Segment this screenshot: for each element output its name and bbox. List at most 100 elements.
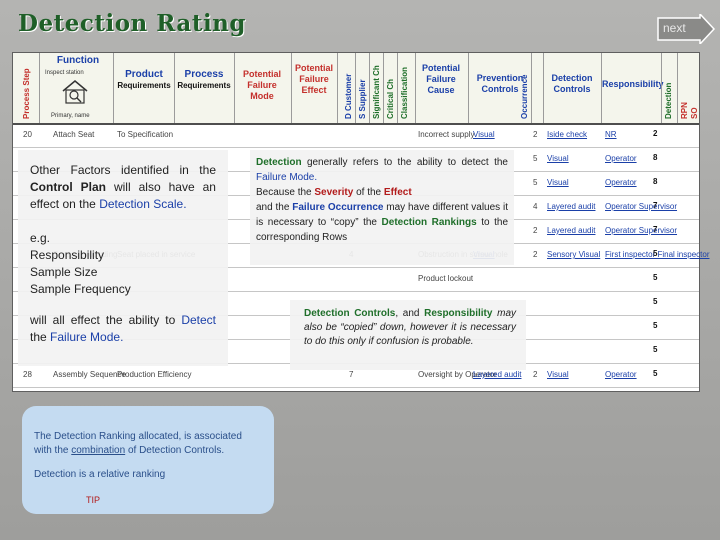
detection-text-6: to the corresponding Rows bbox=[256, 217, 509, 243]
cell-detection: 5 bbox=[653, 321, 658, 330]
next-label: next bbox=[663, 21, 686, 35]
list-item: Sample Frequency bbox=[30, 282, 131, 296]
header-so: SO bbox=[690, 107, 699, 119]
magnifier-house-icon bbox=[62, 80, 88, 104]
cell-resp: Operator bbox=[605, 154, 637, 163]
cell-resp: Operator Supervisor bbox=[605, 226, 678, 235]
header-product-sub: Requirements bbox=[117, 81, 171, 90]
cell-occ: 5 bbox=[533, 178, 538, 187]
cell-process: To Specification bbox=[117, 130, 174, 139]
cell-effect: 7 bbox=[349, 370, 354, 379]
cell-detection: 5 bbox=[653, 273, 658, 282]
header-process-label: Process bbox=[184, 69, 224, 80]
header-prevention-controls: Prevention Controls bbox=[476, 73, 524, 94]
header-detection-controls: Detection Controls bbox=[551, 73, 593, 94]
cell-prev: Visual bbox=[473, 130, 495, 139]
cell-detection: 5 bbox=[653, 249, 658, 258]
cell-resp: First inspector Final inspector bbox=[605, 250, 710, 259]
header-responsibility: Responsibility bbox=[602, 79, 664, 89]
failure-mode-text: Failure Mode. bbox=[50, 330, 124, 344]
failure-occurrence-word: Failure Occurrence bbox=[292, 202, 384, 213]
controls-text: may also be “copied” down, however it is… bbox=[304, 308, 517, 347]
header-detection: Detection bbox=[664, 82, 673, 119]
cell-detection: 5 bbox=[653, 297, 658, 306]
header-process-sub: Requirements bbox=[177, 81, 231, 90]
factors-text-c: will also have an effect on the bbox=[30, 180, 216, 211]
cell-resp: NR bbox=[605, 130, 617, 139]
detection-rankings-word: Detection Rankings bbox=[381, 217, 477, 228]
factors-text-a: Other Factors identified in the bbox=[30, 163, 216, 177]
center-info-panel: Detection generally refers to the abilit… bbox=[250, 150, 514, 265]
header-significant: Significant Ch bbox=[372, 65, 381, 119]
cell-detection: 5 bbox=[653, 369, 658, 378]
cell-step: 28 bbox=[23, 370, 32, 379]
fmea-header: Process Step Function Inspect station Pr… bbox=[13, 53, 699, 125]
examples-list: e.g. Responsibility Sample Size Sample F… bbox=[30, 230, 131, 298]
cell-det-ctrl: Visual bbox=[547, 154, 569, 163]
detect-text: Detect bbox=[181, 313, 216, 327]
page-title: Detection Rating bbox=[18, 10, 246, 37]
list-item: Responsibility bbox=[30, 248, 105, 262]
cell-det-ctrl: Layered audit bbox=[547, 202, 596, 211]
cell-det-ctrl: Iside check bbox=[547, 130, 588, 139]
table-row: Product lockout 5 bbox=[13, 269, 699, 292]
next-button[interactable]: next bbox=[656, 14, 716, 44]
cell-occ: 2 bbox=[533, 130, 538, 139]
detection-paragraph: Detection generally refers to the abilit… bbox=[256, 155, 508, 245]
cell-detection: 8 bbox=[653, 153, 658, 162]
cell-occ: 2 bbox=[533, 370, 538, 379]
function-icon-bottom-text: Primary, name bbox=[51, 113, 90, 119]
cell-occ: 5 bbox=[533, 154, 538, 163]
header-failure-effect: Potential Failure Effect bbox=[294, 63, 333, 95]
cell-detection: 7 bbox=[653, 225, 658, 234]
cell-process: Production Efficiency bbox=[117, 370, 192, 379]
cell-step: 20 bbox=[23, 130, 32, 139]
header-product-label: Product bbox=[125, 69, 163, 80]
tip-text-1a: The Detection Ranking allocated, is asso… bbox=[34, 431, 242, 456]
tip-text-1b: of Detection Controls. bbox=[127, 445, 225, 456]
cell-prev: Layered audit bbox=[473, 370, 522, 379]
cell-detection: 7 bbox=[653, 201, 658, 210]
header-customer: D Customer bbox=[344, 73, 353, 119]
cell-occ: 2 bbox=[533, 226, 538, 235]
ability-text-a: will all effect the ability to bbox=[30, 313, 176, 327]
tip-label: TIP bbox=[86, 495, 101, 505]
cell-det-ctrl: Visual bbox=[547, 370, 569, 379]
table-row: 28 Assembly Sequence Production Efficiency… bbox=[13, 365, 699, 388]
cell-detection: 2 bbox=[653, 129, 658, 138]
cell-occ: 4 bbox=[533, 202, 538, 211]
cell-cause: Oversight by Operator bbox=[418, 370, 497, 379]
detection-text-4: and the bbox=[256, 202, 290, 213]
detection-text-5: may have different values it is necessar… bbox=[256, 202, 509, 228]
header-rpn: RPN bbox=[680, 102, 689, 119]
cell-det-ctrl: Visual bbox=[547, 178, 569, 187]
tip-box: The Detection Ranking allocated, is asso… bbox=[22, 406, 274, 514]
detection-controls-word: Detection Controls bbox=[304, 308, 396, 319]
combination-word: combination bbox=[71, 445, 126, 456]
cell-detection: 8 bbox=[653, 177, 658, 186]
list-item: Sample Size bbox=[30, 265, 98, 279]
cell-cause: Product lockout bbox=[418, 274, 474, 283]
header-function: Function bbox=[56, 55, 100, 66]
table-row: 20 Attach Seat To Specification Incorrect s… bbox=[13, 125, 699, 148]
left-info-panel: Other Factors identified in the Control … bbox=[18, 150, 228, 366]
header-failure-cause: Potential Failure Cause bbox=[421, 63, 460, 95]
arrow-right-icon bbox=[657, 14, 716, 44]
severity-word: Severity bbox=[314, 187, 354, 198]
tip-paragraph-1: The Detection Ranking allocated, is asso… bbox=[34, 430, 262, 458]
function-icon-top-text: Inspect station bbox=[45, 70, 84, 76]
detection-scale-text: Detection Scale. bbox=[99, 197, 187, 211]
cell-occ: 2 bbox=[533, 250, 538, 259]
detection-text-3: of the bbox=[356, 187, 382, 198]
cell-resp: Operator bbox=[605, 178, 637, 187]
header-process-step: Process Step bbox=[22, 68, 31, 119]
header-critical: Critical Ch bbox=[386, 78, 395, 119]
header-product: Product Requirements bbox=[115, 69, 173, 91]
and-text: , and bbox=[395, 308, 420, 319]
header-supplier: S Supplier bbox=[358, 79, 367, 119]
detection-text-1: generally refers to the ability to detec… bbox=[306, 157, 508, 168]
ability-paragraph: will all effect the ability to Detect th… bbox=[30, 312, 216, 346]
detection-word: Detection bbox=[256, 157, 302, 168]
header-failure-mode: Potential Failure Mode bbox=[242, 69, 281, 101]
header-classification: Classification bbox=[400, 66, 409, 119]
